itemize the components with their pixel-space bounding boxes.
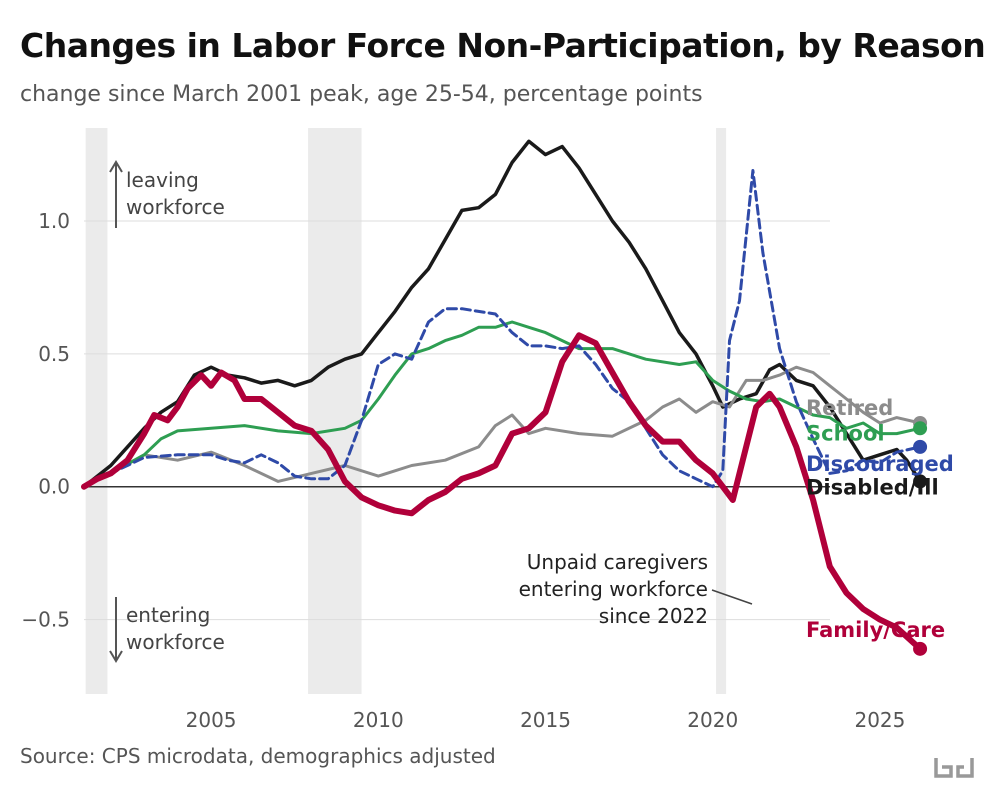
series-line-school bbox=[82, 320, 922, 489]
recession-band bbox=[308, 128, 362, 694]
down-arrowhead-icon bbox=[109, 650, 123, 663]
caregivers-label-line-3: since 2022 bbox=[599, 604, 708, 628]
chart-title: Changes in Labor Force Non-Participation… bbox=[20, 26, 986, 65]
logo-glyph-d bbox=[956, 758, 974, 778]
up-arrowhead-icon bbox=[109, 160, 123, 173]
y-axis-tick-labels: −0.5 0.0 0.5 1.0 bbox=[21, 209, 70, 632]
recession-bands bbox=[85, 128, 727, 694]
entering-label-line-1: entering bbox=[126, 603, 210, 627]
brand-logo bbox=[934, 758, 974, 778]
series-line-discouraged bbox=[82, 169, 922, 489]
x-tick-label: 2015 bbox=[520, 708, 571, 732]
series-label-disabled-ill: Disabled/Ill bbox=[806, 476, 939, 500]
caregivers-label-line-1: Unpaid caregivers bbox=[527, 550, 708, 574]
leaving-annotation: leaving workforce bbox=[109, 160, 225, 228]
series-label-school: School bbox=[806, 421, 885, 445]
chart-subtitle: change since March 2001 peak, age 25-54,… bbox=[20, 82, 703, 107]
recession-band bbox=[716, 128, 727, 694]
leaving-label-line-1: leaving bbox=[126, 168, 199, 192]
y-tick-label: 1.0 bbox=[38, 209, 70, 233]
series-label-discouraged: Discouraged bbox=[806, 452, 954, 476]
series-lines bbox=[81, 139, 924, 652]
series-label-retired: Retired bbox=[806, 396, 893, 420]
series-label-family-care: Family/Care bbox=[806, 618, 945, 642]
gridlines bbox=[84, 220, 830, 621]
recession-band bbox=[85, 128, 108, 694]
series-endpoint-family-care bbox=[913, 641, 928, 656]
x-axis-tick-labels: 2005 2010 2015 2020 2025 bbox=[186, 708, 906, 732]
series-line-retired bbox=[82, 365, 922, 489]
series-endpoint-school bbox=[913, 421, 928, 436]
series-line-family-care bbox=[81, 332, 924, 652]
series-endpoints bbox=[913, 415, 928, 656]
series-endpoint-discouraged bbox=[913, 439, 928, 454]
chart-source: Source: CPS microdata, demographics adju… bbox=[20, 744, 496, 768]
entering-label-line-2: workforce bbox=[126, 630, 225, 654]
y-tick-label: 0.0 bbox=[38, 475, 70, 499]
logo-glyph-b bbox=[934, 758, 953, 778]
y-tick-label: 0.5 bbox=[38, 342, 70, 366]
x-tick-label: 2005 bbox=[186, 708, 237, 732]
caregivers-annotation: Unpaid caregivers entering workforce sin… bbox=[519, 550, 753, 628]
caregivers-leader-line bbox=[711, 589, 753, 605]
y-tick-label: −0.5 bbox=[21, 608, 70, 632]
entering-annotation: entering workforce bbox=[109, 597, 225, 663]
x-tick-label: 2020 bbox=[687, 708, 738, 732]
x-tick-label: 2025 bbox=[854, 708, 905, 732]
series-endpoint-disabled-ill bbox=[913, 474, 928, 489]
leaving-label-line-2: workforce bbox=[126, 195, 225, 219]
series-line-disabled-ill bbox=[82, 139, 922, 489]
caregivers-label-line-2: entering workforce bbox=[519, 577, 708, 601]
x-tick-label: 2010 bbox=[353, 708, 404, 732]
